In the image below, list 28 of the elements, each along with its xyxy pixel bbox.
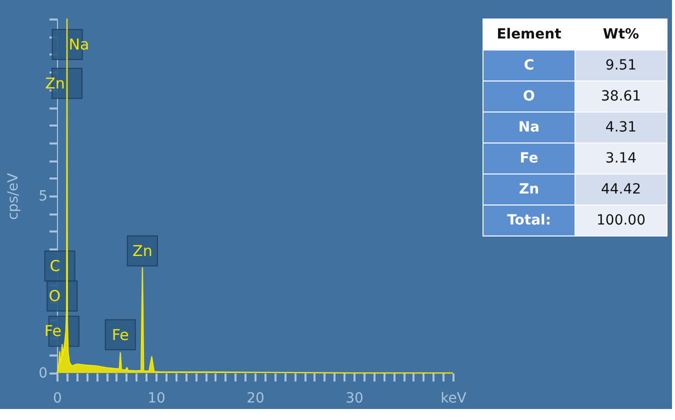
annotation: Zn xyxy=(132,242,152,260)
annotation: Zn xyxy=(45,74,65,92)
x-tick-label: 0 xyxy=(53,390,62,406)
annotation: Fe xyxy=(112,326,129,344)
x-tick-label: 20 xyxy=(246,390,264,406)
text: Fe xyxy=(520,150,538,166)
text: 44.42 xyxy=(600,182,642,198)
x-tick-label: 30 xyxy=(346,390,364,406)
text: 100.00 xyxy=(596,212,646,228)
text: Na xyxy=(518,120,540,136)
text: 3.14 xyxy=(605,150,637,166)
text: 38.61 xyxy=(600,88,642,104)
x-tick-label: keV xyxy=(440,390,467,406)
text: Wt% xyxy=(602,26,640,42)
text: C xyxy=(524,58,534,74)
text: Zn xyxy=(518,182,540,198)
text: O xyxy=(523,88,536,104)
text: 9.51 xyxy=(605,58,637,74)
x-tick-label: 10 xyxy=(148,390,166,406)
annotation: C xyxy=(50,257,60,275)
annotation: O xyxy=(48,287,61,305)
annotation: Fe xyxy=(44,322,62,340)
text: Total: xyxy=(507,212,551,228)
y-axis-title: cps/eV xyxy=(6,172,22,220)
y-tick-label: 5 xyxy=(38,188,48,204)
text: Element xyxy=(496,26,562,42)
annotation: Na xyxy=(68,35,90,54)
text: 4.31 xyxy=(605,120,637,136)
